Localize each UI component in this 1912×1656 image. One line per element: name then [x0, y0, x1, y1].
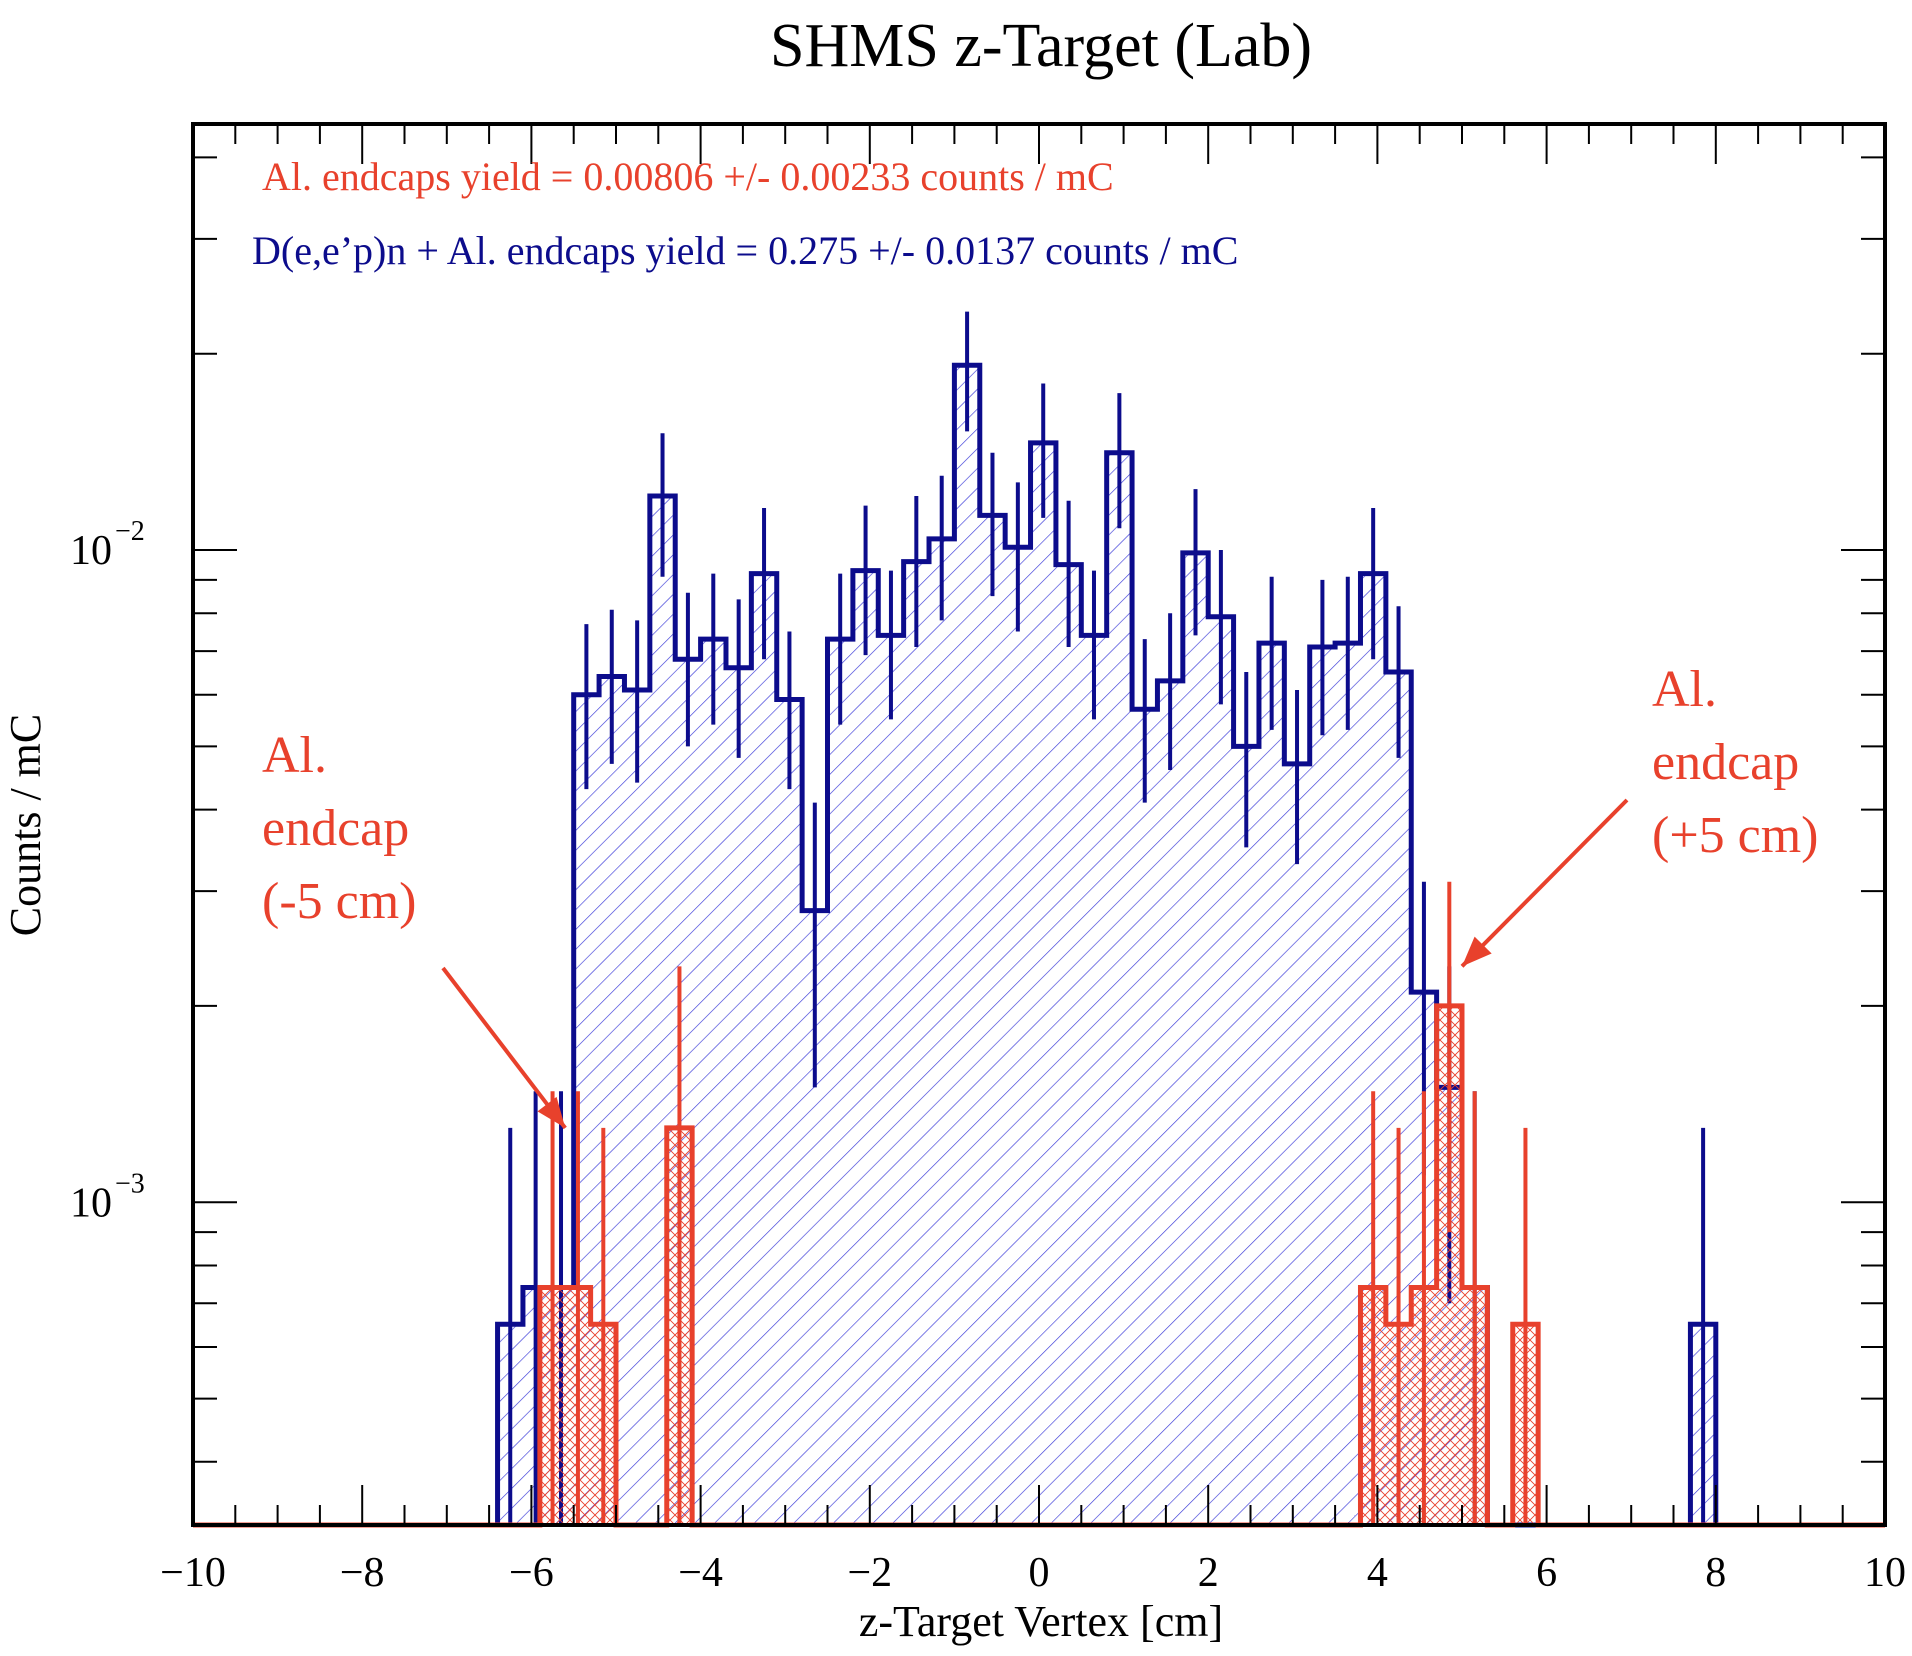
x-tick-label: −4 — [678, 1550, 723, 1596]
x-tick-label: 6 — [1536, 1550, 1557, 1596]
right_endcap-annotation: Al. endcap (+5 cm) — [1460, 661, 1819, 968]
left_endcap-arrow-head — [537, 1096, 566, 1128]
x-tick-label: 10 — [1864, 1550, 1906, 1596]
x-tick-label: −8 — [340, 1550, 385, 1596]
chart-title: SHMS z-Target (Lab) — [770, 12, 1312, 80]
x-axis-title: z-Target Vertex [cm] — [859, 1597, 1223, 1646]
endcaps-yield-annotation: Al. endcaps yield = 0.00806 +/- 0.00233 … — [262, 154, 1114, 199]
y-tick-exponent: −3 — [115, 1168, 145, 1199]
x-tick-label: 0 — [1029, 1550, 1050, 1596]
right_endcap-arrow-shaft — [1460, 798, 1629, 968]
right_endcap-line: (+5 cm) — [1652, 807, 1819, 864]
x-tick-label: 4 — [1367, 1550, 1388, 1596]
series-total — [193, 311, 1885, 1528]
right_endcap-line: Al. — [1652, 661, 1717, 718]
x-tick-label: −6 — [509, 1550, 554, 1596]
y-tick-label: 10 — [70, 1180, 112, 1226]
y-tick-exponent: −2 — [115, 516, 145, 547]
right_endcap-arrow-head — [1462, 936, 1492, 967]
left_endcap-annotation: Al. endcap (-5 cm) — [262, 727, 567, 1130]
total-hatch-fill — [497, 365, 1716, 1525]
x-tick-label: −10 — [160, 1550, 226, 1596]
histogram-layer — [193, 311, 1885, 1528]
right_endcap-line: endcap — [1652, 734, 1799, 791]
left_endcap-line: (-5 cm) — [262, 873, 416, 930]
x-tick-label: 8 — [1705, 1550, 1726, 1596]
left_endcap-line: endcap — [262, 800, 409, 857]
left_endcap-arrow-shaft — [441, 966, 567, 1130]
total-outline — [193, 362, 1885, 1528]
y-tick-label: 10 — [70, 528, 112, 574]
y-axis-title: Counts / mC — [1, 714, 50, 937]
x-tick-label: −2 — [847, 1550, 892, 1596]
endcap-annotations: Al. endcap (-5 cm) Al. endcap (+5 cm) — [262, 661, 1819, 1130]
x-tick-label: 2 — [1198, 1550, 1219, 1596]
left_endcap-line: Al. — [262, 727, 327, 784]
total-yield-annotation: D(e,e’p)n + Al. endcaps yield = 0.275 +/… — [252, 228, 1238, 273]
